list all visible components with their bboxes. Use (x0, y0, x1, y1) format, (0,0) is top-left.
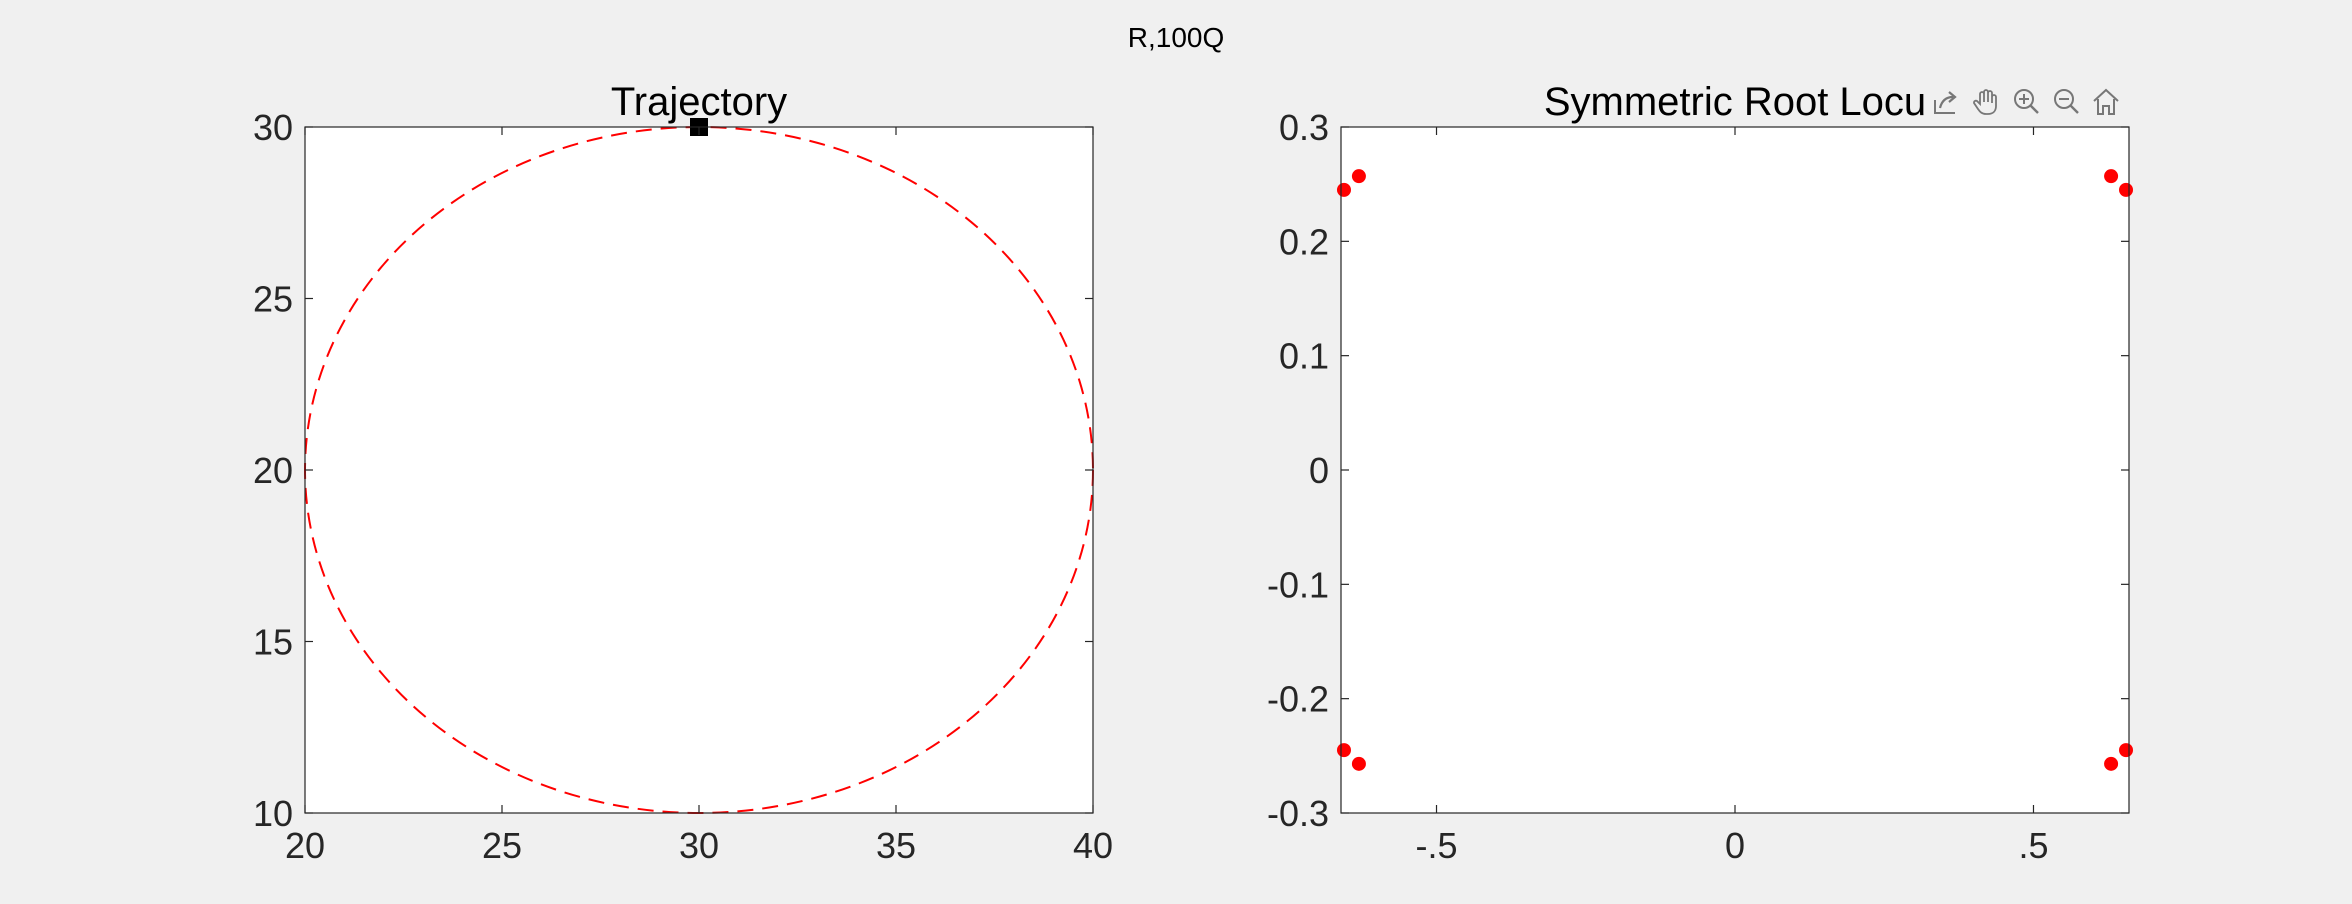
trajectory-axes[interactable]: 20 25 30 35 40 10 15 20 25 30 Trajectory (253, 80, 1113, 866)
home-button[interactable] (2088, 84, 2124, 120)
rootlocus-ytick-label: 0.2 (1279, 221, 1329, 262)
export-button[interactable] (1928, 84, 1964, 120)
rootlocus-pole-point (1336, 743, 1351, 758)
rootlocus-pole-point (1351, 756, 1366, 771)
pan-button[interactable] (1968, 84, 2004, 120)
rootlocus-ytick-label: -0.2 (1267, 679, 1329, 720)
trajectory-xtick-label: 40 (1073, 825, 1113, 866)
trajectory-title: Trajectory (611, 80, 787, 124)
rootlocus-xtick-label: .5 (2018, 825, 2048, 866)
rootlocus-data (1336, 169, 2134, 771)
rootlocus-ytick-label: 0.3 (1279, 107, 1329, 148)
rootlocus-pole-point (2104, 169, 2119, 184)
trajectory-xtick-label: 35 (876, 825, 916, 866)
rootlocus-ytick-label: -0.1 (1267, 564, 1329, 605)
rootlocus-ytick-label: -0.3 (1267, 793, 1329, 834)
rootlocus-pole-point (2119, 182, 2134, 197)
trajectory-ytick-label: 10 (253, 793, 293, 834)
rootlocus-pole-point (2104, 756, 2119, 771)
trajectory-plot-area (305, 127, 1093, 813)
rootlocus-ytick-label: 0.1 (1279, 336, 1329, 377)
rootlocus-pole-point (2119, 743, 2134, 758)
trajectory-xtick-label: 30 (679, 825, 719, 866)
rootlocus-ytick-label: 0 (1309, 450, 1329, 491)
rootlocus-xtick-label: -.5 (1416, 825, 1458, 866)
zoom-out-icon (2054, 89, 2079, 114)
axes-toolbar (1928, 84, 2124, 120)
trajectory-ytick-label: 25 (253, 279, 293, 320)
trajectory-xtick-label: 25 (482, 825, 522, 866)
root-locus-axes[interactable]: -.5 0 .5 -0.3 -0.2 -0.1 0 0.1 0.2 0.3 Symmetric Ro… (1267, 80, 2134, 866)
pan-hand-icon (1973, 89, 1997, 115)
rootlocus-pole-point (1336, 182, 1351, 197)
rootlocus-plot-area (1341, 127, 2129, 813)
rootlocus-pole-point (1351, 169, 1366, 184)
trajectory-xtick-label: 20 (285, 825, 325, 866)
rootlocus-title: Symmetric Root Locu (1544, 80, 1926, 124)
home-icon (2093, 88, 2119, 115)
trajectory-ytick-label: 30 (253, 107, 293, 148)
trajectory-ytick-label: 15 (253, 622, 293, 663)
zoom-in-icon (2014, 89, 2039, 114)
rootlocus-xtick-label: 0 (1725, 825, 1745, 866)
figure-title: R,100Q (1127, 22, 1225, 53)
zoom-out-button[interactable] (2048, 84, 2084, 120)
trajectory-ytick-label: 20 (253, 450, 293, 491)
export-icon (1934, 91, 1957, 114)
zoom-in-button[interactable] (2008, 84, 2044, 120)
